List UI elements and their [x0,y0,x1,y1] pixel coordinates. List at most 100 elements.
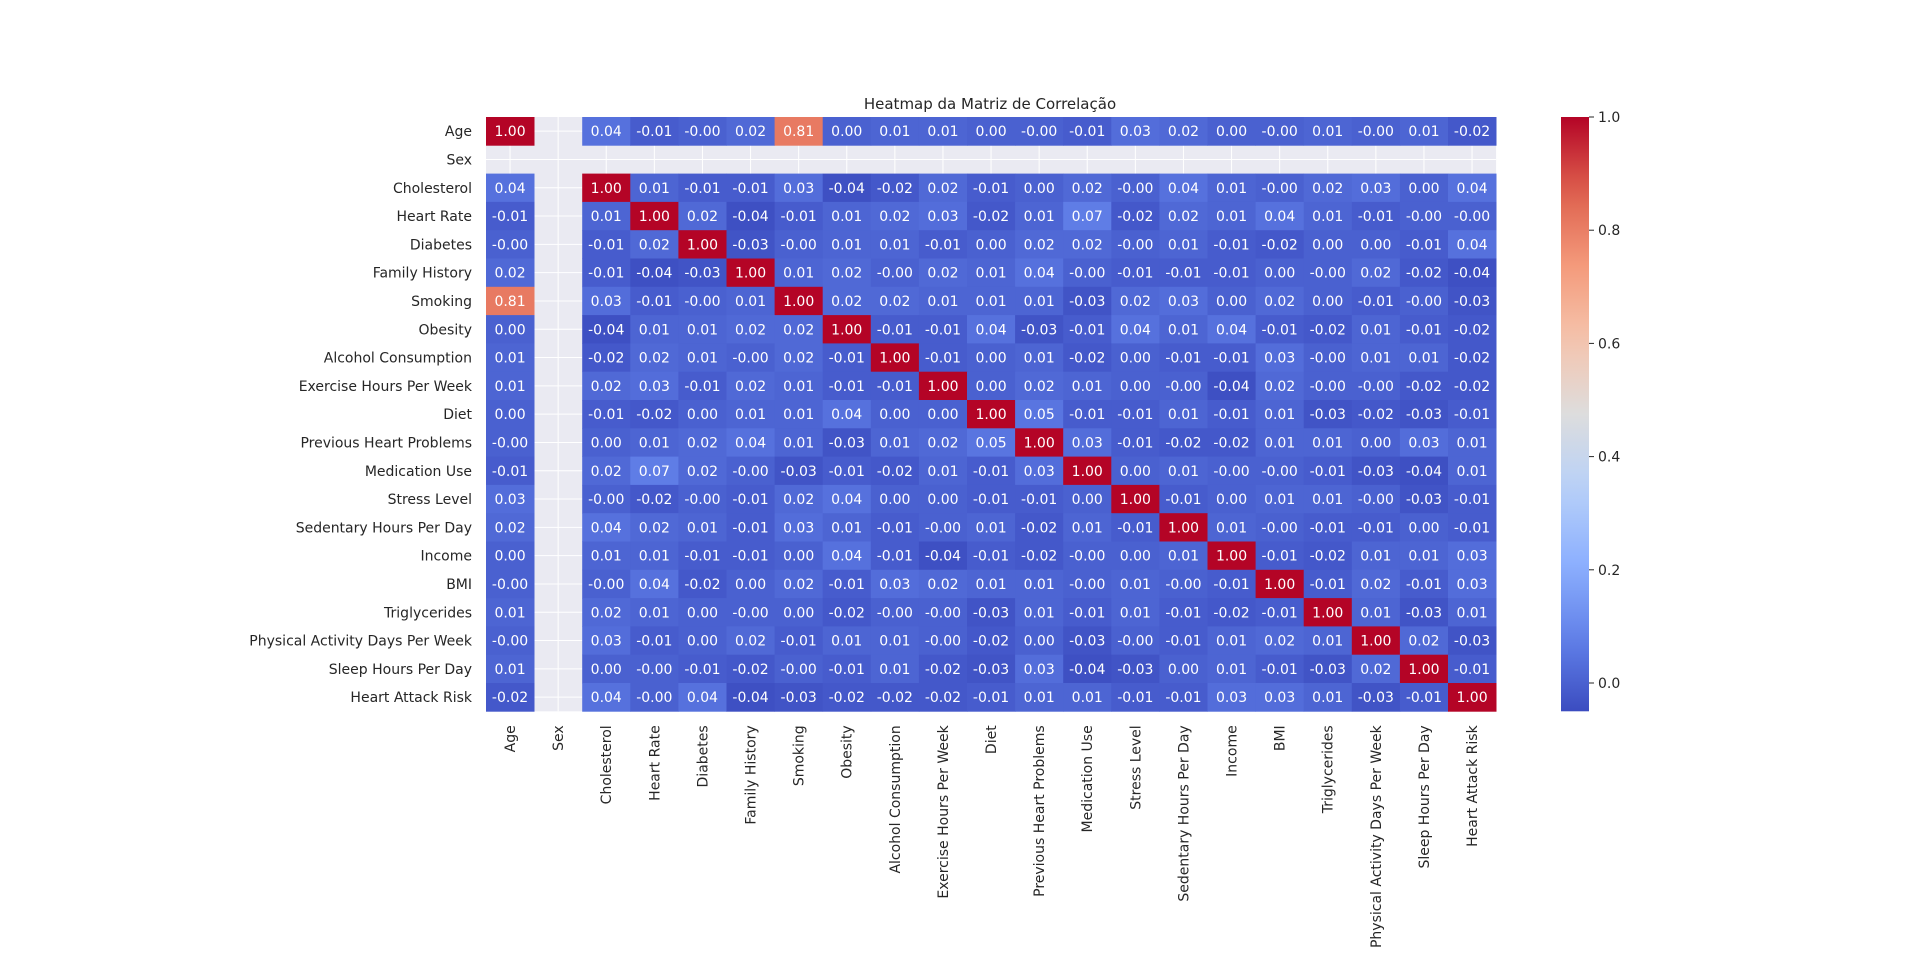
heatmap-cell [630,400,679,429]
cell-value-label: -0.00 [588,492,624,508]
cell-value-label: 0.04 [687,690,718,706]
heatmap-cell [918,428,968,457]
heatmap-cell [1207,117,1256,146]
cell-value-label: 1.00 [927,379,958,395]
heatmap-cell [1159,683,1208,712]
cell-value-label: 0.01 [1072,520,1103,536]
heatmap-cell [726,400,775,429]
heatmap-cell [918,626,968,656]
cell-value-label: 0.02 [687,464,718,480]
cell-value-label: -0.00 [925,634,961,650]
heatmap-cell [1303,541,1353,571]
heatmap-cell [870,173,920,203]
cell-value-label: -0.04 [925,549,961,565]
cell-value-label: -0.01 [588,237,624,253]
cell-value-label: -0.02 [925,690,961,706]
cell-value-label: 1.00 [1408,662,1439,678]
cell-value-label: -0.03 [1454,634,1490,650]
cell-value-label: 0.00 [879,492,910,508]
cell-value-label: 0.03 [1168,294,1199,310]
heatmap-cell [1448,201,1497,231]
cell-value-label: 0.01 [1408,124,1439,140]
row-label: Sex [446,152,472,168]
cell-value-label: 0.00 [1072,492,1103,508]
cell-value-label: -0.02 [732,662,768,678]
heatmap-cell [1255,428,1305,457]
heatmap-cell [630,456,679,486]
heatmap-cell [582,371,631,401]
heatmap-cell [1015,117,1064,146]
cell-value-label: 0.01 [1216,209,1247,225]
cell-value-label: 0.02 [927,435,958,451]
heatmap-cell [822,683,872,712]
heatmap-cell [678,654,727,684]
heatmap-cell [967,456,1016,486]
column-label: Heart Attack Risk [1465,724,1481,846]
cell-value-label: 0.02 [1360,577,1391,593]
heatmap-cell [918,598,968,627]
heatmap-cell [1111,258,1160,288]
cell-value-label: 0.02 [591,379,622,395]
row-label: Heart Attack Risk [350,690,472,706]
heatmap-cell [726,117,775,146]
heatmap-cells: 1.00 0.04 -0.01 -0.00 0.02 0.81 0.00 0.01 0.01 0.… [486,117,1497,712]
cell-value-label: 0.01 [1312,209,1343,225]
cell-value-label: 0.01 [1024,577,1055,593]
heatmap-cell [486,569,535,599]
heatmap-cell [967,654,1016,684]
heatmap-cell [1351,626,1401,656]
heatmap-cell [1111,230,1160,259]
cell-value-label: -0.04 [636,266,672,282]
heatmap-cell [726,654,775,684]
cell-value-label: -0.01 [1021,492,1057,508]
heatmap-cell [486,598,535,627]
heatmap-cell [1063,286,1112,316]
heatmap-cell [582,173,631,203]
cell-value-label: -0.00 [1406,209,1442,225]
cell-value-label: -0.00 [1069,577,1105,593]
cell-value-label: -0.02 [1165,435,1201,451]
cell-value-label: 0.01 [975,520,1006,536]
cell-value-label: 1.00 [494,124,525,140]
heatmap-cell [1351,428,1401,457]
cell-value-label: 0.01 [494,605,525,621]
heatmap-cell [870,456,920,486]
row-label: Medication Use [365,464,472,480]
cell-value-label: 0.01 [735,294,766,310]
cell-value-label: 0.03 [783,520,814,536]
cell-value-label: 0.07 [1072,209,1103,225]
heatmap-cell [1351,456,1401,486]
heatmap-cell [822,428,872,457]
heatmap-cell [486,371,535,401]
cell-value-label: -0.02 [636,407,672,423]
heatmap-cell [1351,371,1401,401]
heatmap-cell [1063,541,1112,571]
heatmap-cell [822,456,872,486]
heatmap-cell [1303,428,1353,457]
heatmap-cell [1207,569,1256,599]
heatmap-cell [1207,541,1256,571]
cell-value-label: -0.02 [829,690,865,706]
heatmap-cell [726,201,775,231]
cell-value-label: -0.04 [1406,464,1442,480]
cell-value-label: 0.01 [1456,435,1487,451]
heatmap-cell [1159,626,1208,656]
cell-value-label: 0.00 [494,549,525,565]
cell-value-label: -0.03 [1406,407,1442,423]
heatmap-cell [822,569,872,599]
cell-value-label: 0.03 [1216,690,1247,706]
cell-value-label: 0.02 [1024,379,1055,395]
cell-value-label: -0.04 [588,322,624,338]
cell-value-label: -0.00 [1262,181,1298,197]
cell-value-label: -0.00 [732,605,768,621]
heatmap-cell [1159,371,1208,401]
cell-value-label: 0.01 [1072,379,1103,395]
cell-value-label: 0.01 [1168,464,1199,480]
heatmap-cell [1111,654,1160,684]
cell-value-label: -0.04 [732,690,768,706]
heatmap-cell [1399,230,1449,259]
cell-value-label: -0.01 [1117,407,1153,423]
cell-value-label: 0.02 [735,322,766,338]
heatmap-cell [1015,258,1064,288]
heatmap-cell [1207,400,1256,429]
